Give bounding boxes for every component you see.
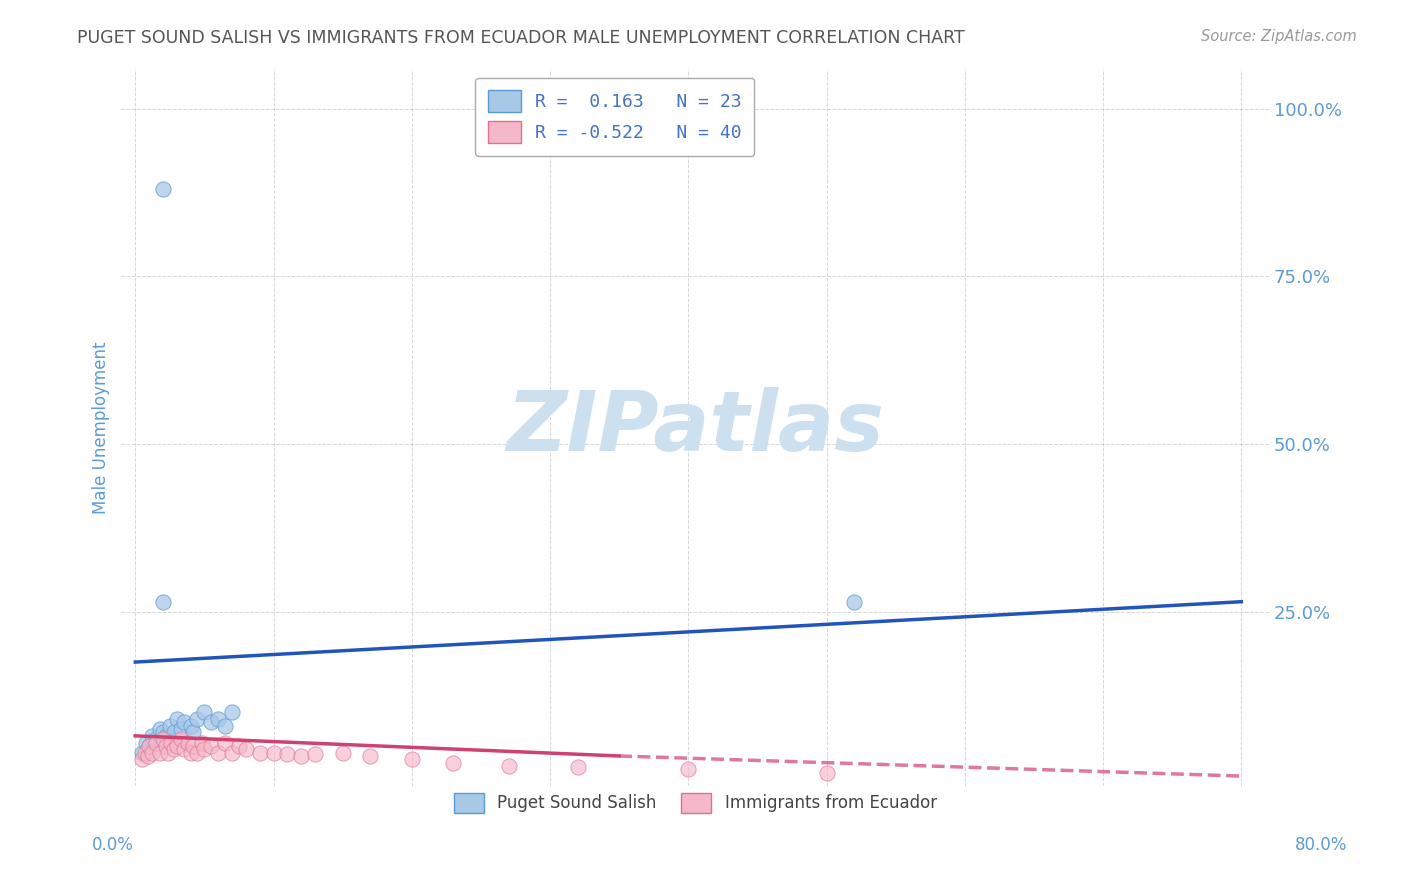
Point (221, 706, 243, 720)
Point (170, 722, 193, 736)
Point (235, 742, 257, 756)
Text: Source: ZipAtlas.com: Source: ZipAtlas.com (1201, 29, 1357, 44)
Point (152, 732, 174, 747)
Point (141, 746, 163, 760)
Point (498, 759, 520, 773)
Point (152, 725, 174, 739)
Point (152, 595, 174, 609)
Point (276, 747, 298, 761)
Point (186, 712, 208, 726)
Point (207, 712, 229, 726)
Point (678, 763, 700, 777)
Point (163, 742, 186, 756)
Point (149, 722, 172, 736)
Point (131, 752, 153, 766)
Point (290, 748, 312, 763)
Point (183, 725, 205, 739)
Point (155, 739, 177, 753)
Point (160, 735, 183, 749)
Point (152, 182, 174, 196)
Point (214, 735, 236, 749)
Point (135, 735, 157, 749)
Point (190, 735, 212, 749)
Point (149, 746, 172, 760)
Point (180, 719, 202, 733)
Point (157, 746, 180, 760)
Point (141, 729, 163, 743)
Point (131, 746, 153, 760)
Point (183, 739, 205, 753)
Text: 0.0%: 0.0% (91, 836, 134, 854)
Point (180, 746, 202, 760)
Point (221, 746, 243, 760)
Point (304, 747, 326, 761)
Text: PUGET SOUND SALISH VS IMMIGRANTS FROM ECUADOR MALE UNEMPLOYMENT CORRELATION CHAR: PUGET SOUND SALISH VS IMMIGRANTS FROM EC… (77, 29, 965, 46)
Point (441, 756, 464, 770)
Point (173, 742, 195, 756)
Point (567, 760, 589, 774)
Point (155, 729, 177, 743)
Y-axis label: Male Unemployment: Male Unemployment (93, 341, 110, 514)
Point (193, 742, 215, 756)
Point (332, 746, 354, 760)
Point (214, 719, 236, 733)
Legend: Puget Sound Salish, Immigrants from Ecuador: Puget Sound Salish, Immigrants from Ecua… (446, 785, 945, 821)
Point (359, 748, 381, 763)
Point (166, 739, 188, 753)
Point (193, 706, 215, 720)
Point (401, 752, 423, 766)
Point (207, 746, 229, 760)
Point (166, 712, 188, 726)
Point (163, 725, 186, 739)
Point (844, 595, 866, 609)
Point (138, 739, 160, 753)
Point (228, 739, 250, 753)
Point (138, 739, 160, 753)
Text: ZIPatlas: ZIPatlas (506, 387, 884, 467)
Point (177, 735, 200, 749)
Text: 80.0%: 80.0% (1295, 836, 1347, 854)
Point (186, 746, 208, 760)
Point (249, 746, 271, 760)
Point (200, 715, 222, 730)
Point (145, 735, 167, 749)
Point (815, 765, 838, 780)
Point (173, 715, 195, 730)
Point (136, 748, 159, 763)
Point (134, 746, 156, 760)
Point (263, 746, 285, 760)
Point (200, 739, 222, 753)
Point (145, 732, 167, 747)
Point (159, 719, 181, 733)
Point (170, 732, 193, 747)
